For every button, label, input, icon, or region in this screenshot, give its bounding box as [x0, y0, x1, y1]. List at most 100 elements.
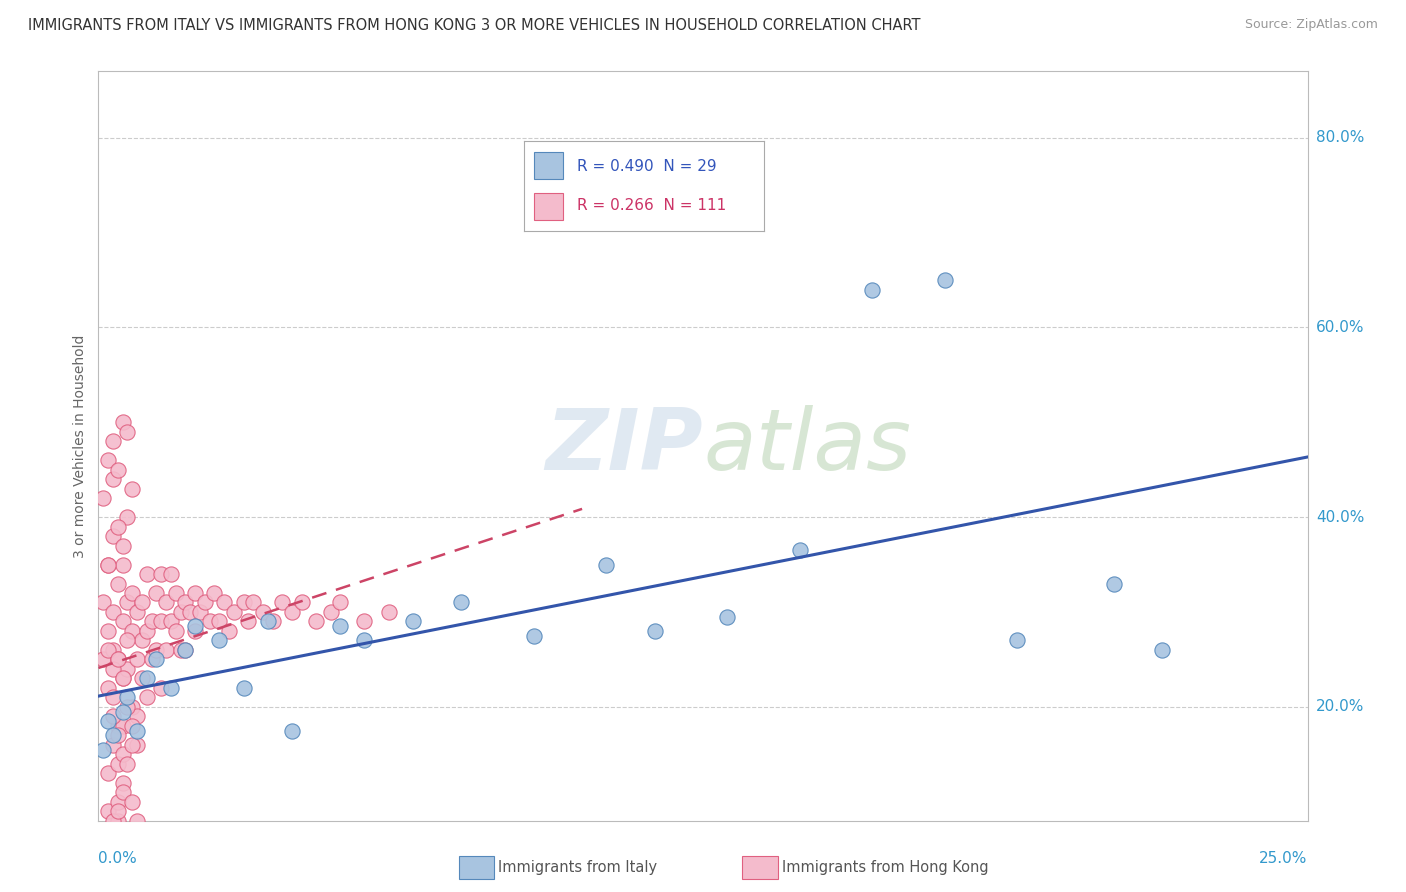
Point: [329, 619, 352, 633]
Point: [238, 615, 260, 629]
Point: [232, 595, 254, 609]
Text: ZIP: ZIP: [546, 404, 703, 488]
Point: [101, 643, 124, 657]
Point: [165, 586, 187, 600]
Point: [101, 738, 124, 752]
Point: [174, 643, 197, 657]
Point: [101, 472, 124, 486]
Point: [101, 662, 124, 676]
Point: [281, 723, 304, 738]
Point: [188, 605, 211, 619]
Point: [150, 681, 173, 695]
Point: [97, 558, 120, 572]
Point: [111, 672, 134, 686]
Point: [117, 756, 139, 771]
Point: [174, 643, 197, 657]
Point: [121, 482, 143, 496]
Point: [934, 273, 956, 287]
Point: [107, 814, 129, 828]
Point: [242, 595, 264, 609]
Point: [107, 728, 129, 742]
Point: [169, 605, 191, 619]
Point: [111, 672, 134, 686]
Point: [131, 633, 153, 648]
Point: [165, 624, 187, 638]
Point: [523, 629, 546, 643]
Text: 40.0%: 40.0%: [1316, 509, 1364, 524]
Point: [97, 624, 120, 638]
Point: [135, 672, 157, 686]
Point: [377, 605, 399, 619]
Point: [353, 615, 375, 629]
Point: [860, 283, 883, 297]
Point: [101, 709, 124, 723]
Point: [141, 652, 163, 666]
Point: [107, 652, 129, 666]
Point: [127, 814, 149, 828]
Text: 0.0%: 0.0%: [98, 851, 138, 866]
Point: [101, 814, 124, 828]
Point: [319, 605, 342, 619]
Point: [111, 615, 134, 629]
Point: [107, 519, 129, 533]
Point: [208, 615, 231, 629]
Point: [107, 576, 129, 591]
Text: Immigrants from Italy: Immigrants from Italy: [499, 861, 658, 875]
Point: [232, 681, 254, 695]
Text: Immigrants from Hong Kong: Immigrants from Hong Kong: [782, 861, 988, 875]
Point: [91, 595, 114, 609]
Point: [262, 615, 284, 629]
Point: [218, 624, 240, 638]
Point: [204, 586, 226, 600]
Point: [101, 690, 124, 705]
Point: [117, 425, 139, 439]
Point: [107, 804, 129, 818]
Point: [121, 738, 143, 752]
Point: [111, 415, 134, 429]
Point: [184, 624, 207, 638]
Point: [212, 595, 235, 609]
Text: Source: ZipAtlas.com: Source: ZipAtlas.com: [1244, 18, 1378, 31]
Point: [169, 643, 191, 657]
Point: [155, 595, 177, 609]
Point: [97, 453, 120, 467]
Point: [91, 742, 114, 756]
Point: [127, 709, 149, 723]
Point: [107, 719, 129, 733]
Point: [97, 804, 120, 818]
Point: [91, 852, 114, 866]
Text: 80.0%: 80.0%: [1316, 130, 1364, 145]
Point: [208, 633, 231, 648]
Point: [198, 615, 221, 629]
Point: [117, 595, 139, 609]
Point: [111, 823, 134, 838]
Text: 20.0%: 20.0%: [1316, 699, 1364, 714]
Point: [121, 699, 143, 714]
Point: [91, 652, 114, 666]
Point: [281, 605, 304, 619]
Point: [117, 633, 139, 648]
Point: [101, 605, 124, 619]
Point: [150, 567, 173, 582]
Point: [111, 747, 134, 762]
Point: [111, 539, 134, 553]
Bar: [534, 153, 562, 179]
Point: [107, 652, 129, 666]
Text: IMMIGRANTS FROM ITALY VS IMMIGRANTS FROM HONG KONG 3 OR MORE VEHICLES IN HOUSEHO: IMMIGRANTS FROM ITALY VS IMMIGRANTS FROM…: [28, 18, 921, 33]
Point: [127, 652, 149, 666]
Point: [789, 543, 811, 558]
Point: [91, 491, 114, 505]
Text: 60.0%: 60.0%: [1316, 320, 1364, 334]
Point: [111, 558, 134, 572]
Point: [97, 766, 120, 780]
Point: [305, 615, 328, 629]
Point: [179, 605, 201, 619]
Point: [107, 756, 129, 771]
Point: [150, 615, 173, 629]
Point: [595, 558, 617, 572]
Point: [111, 785, 134, 799]
Point: [101, 434, 124, 449]
Point: [271, 595, 294, 609]
Point: [101, 728, 124, 742]
Point: [160, 615, 183, 629]
